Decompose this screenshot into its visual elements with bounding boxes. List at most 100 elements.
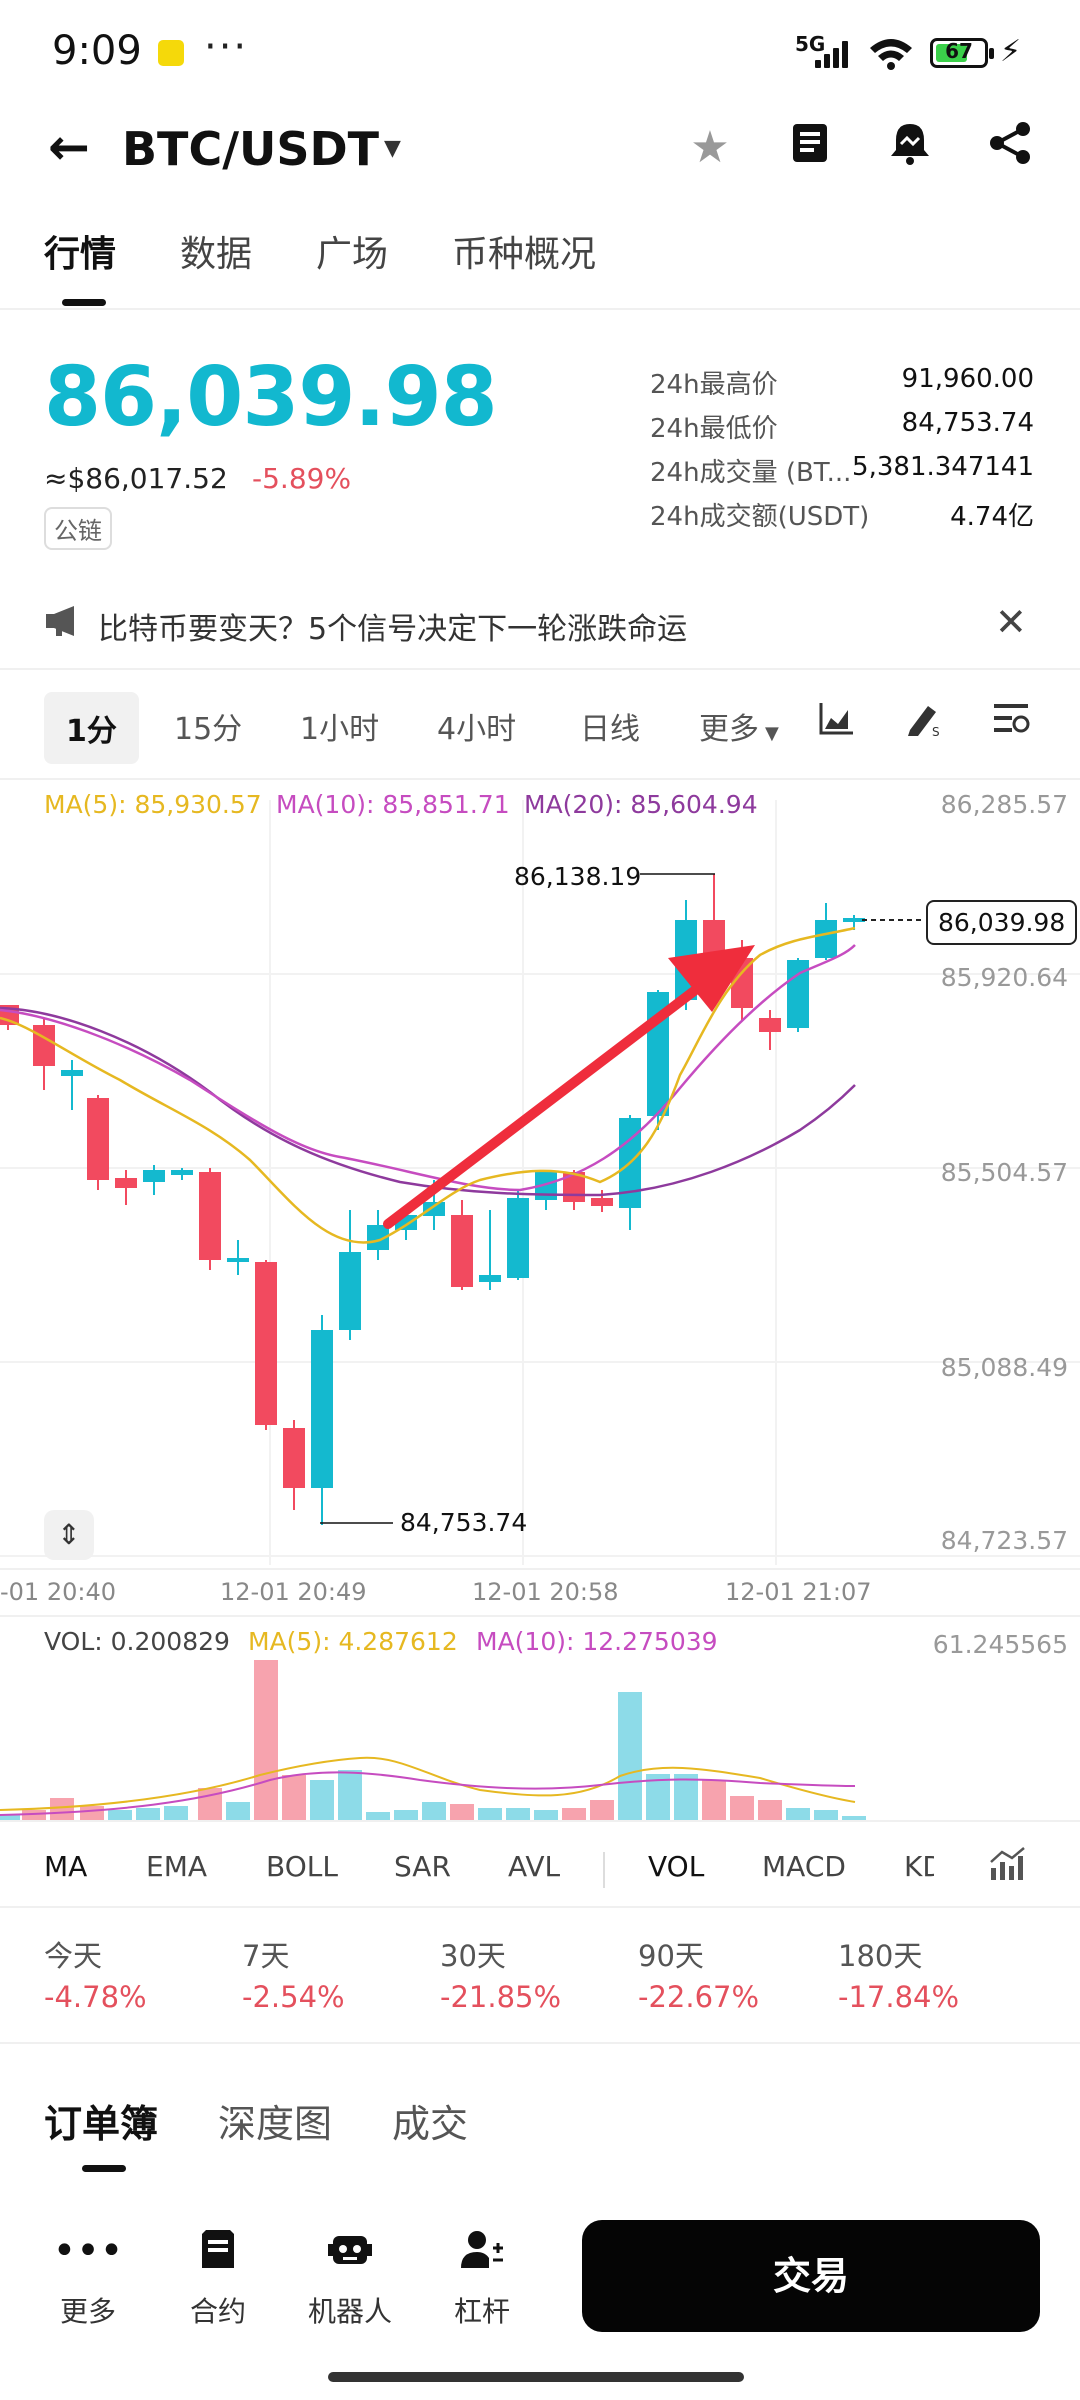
candle-body xyxy=(143,1170,165,1182)
ma20-legend: MA(20): 85,604.94 xyxy=(524,790,758,819)
candle-body xyxy=(311,1330,333,1488)
grid xyxy=(0,800,1080,1565)
candle-body xyxy=(199,1172,221,1260)
timeframe-1h[interactable]: 1小时 xyxy=(300,712,380,747)
time-axis-label: 12-01 20:58 xyxy=(472,1578,619,1606)
indicator-separator xyxy=(603,1852,605,1888)
chart-settings-icon[interactable] xyxy=(992,700,1030,745)
share-icon[interactable] xyxy=(982,120,1038,176)
candle xyxy=(61,1060,83,1110)
volume-bar xyxy=(422,1802,446,1820)
volume-bar xyxy=(80,1806,104,1820)
candle-body xyxy=(535,1172,557,1200)
indicator-ema[interactable]: EMA xyxy=(146,1850,208,1883)
resize-chart-icon[interactable]: ⇕ xyxy=(44,1510,94,1560)
timeframe-15m[interactable]: 15分 xyxy=(174,712,243,747)
candle xyxy=(451,1200,473,1290)
volume-bar xyxy=(22,1810,46,1820)
tab-order-book[interactable]: 订单簿 xyxy=(44,2102,159,2146)
tab-data[interactable]: 数据 xyxy=(180,234,253,275)
tab-depth-chart[interactable]: 深度图 xyxy=(218,2102,333,2146)
indicator-kd[interactable]: KD xyxy=(904,1850,934,1883)
volume-bar xyxy=(590,1800,614,1820)
ma5-line xyxy=(0,926,856,1244)
nav-label-more[interactable]: 更多 xyxy=(59,2295,116,2328)
volume-bar xyxy=(50,1798,74,1820)
trade-button[interactable]: 交易 xyxy=(582,2220,1040,2332)
indicator-ma[interactable]: MA xyxy=(44,1850,88,1883)
indicator-boll[interactable]: BOLL xyxy=(266,1850,338,1883)
candle-body xyxy=(339,1252,361,1330)
draw-tool-icon[interactable]: S xyxy=(904,700,944,747)
volume-bar xyxy=(702,1780,726,1820)
volume-bar xyxy=(786,1808,810,1820)
candle xyxy=(115,1170,137,1205)
star-icon[interactable]: ★ xyxy=(690,122,730,173)
active-tab-indicator xyxy=(82,2165,126,2172)
wifi-icon xyxy=(868,36,914,79)
volume-bar xyxy=(506,1808,530,1820)
indicator-avl[interactable]: AVL xyxy=(508,1850,561,1883)
area-chart-icon[interactable] xyxy=(818,700,856,745)
tab-coin-overview[interactable]: 币种概况 xyxy=(452,234,597,275)
nav-label-contract[interactable]: 合约 xyxy=(189,2295,246,2328)
leverage-icon[interactable] xyxy=(442,2228,522,2280)
tab-trades[interactable]: 成交 xyxy=(392,2102,469,2146)
candle-body xyxy=(171,1170,193,1175)
book-icon[interactable] xyxy=(782,120,838,176)
indicator-vol[interactable]: VOL xyxy=(648,1850,705,1883)
divider xyxy=(0,308,1080,310)
ma5-legend: MA(5): 85,930.57 xyxy=(44,790,262,819)
network-type: 5G xyxy=(795,32,826,56)
nav-label-leverage[interactable]: 杠杆 xyxy=(453,2295,510,2328)
pair-title[interactable]: BTC/USDT xyxy=(122,122,380,176)
candle xyxy=(507,1190,529,1280)
charging-icon: ⚡ xyxy=(1000,34,1022,69)
back-arrow-icon[interactable]: ← xyxy=(48,118,90,176)
volume-bar xyxy=(164,1806,188,1820)
timeframe-more[interactable]: 更多 ▼ xyxy=(699,704,779,748)
candle-body xyxy=(115,1178,137,1188)
y-axis-label: 85,504.57 xyxy=(940,1158,1068,1187)
bell-icon[interactable] xyxy=(882,120,938,176)
volume-bar xyxy=(534,1810,558,1820)
candlestick-chart[interactable] xyxy=(0,770,1080,1650)
chain-badge[interactable]: 公链 xyxy=(44,507,112,550)
vol-max-label: 61.245565 xyxy=(932,1630,1068,1659)
candle-body xyxy=(33,1025,55,1066)
indicator-settings-icon[interactable] xyxy=(988,1846,1026,1886)
markers xyxy=(320,873,922,1524)
tab-market[interactable]: 行情 xyxy=(44,234,117,275)
tab-square[interactable]: 广场 xyxy=(316,234,389,275)
timeframe-1m[interactable]: 1分 xyxy=(44,692,139,764)
volume-bar xyxy=(814,1810,838,1820)
time-axis-label: 12-01 21:07 xyxy=(725,1578,872,1606)
more-icon[interactable]: ••• xyxy=(52,2228,124,2274)
status-time: 9:09 xyxy=(52,28,142,74)
ma10-line xyxy=(0,944,856,1192)
active-tab-indicator xyxy=(62,299,106,306)
close-icon[interactable]: ✕ xyxy=(995,600,1027,644)
last-price: 86,039.98 xyxy=(44,350,498,445)
announcement-text[interactable]: 比特币要变天？5个信号决定下一轮涨跌命运 xyxy=(98,612,688,647)
y-axis-label: 84,723.57 xyxy=(940,1526,1068,1555)
robot-icon[interactable] xyxy=(310,2228,390,2280)
caret-down-icon[interactable]: ▼ xyxy=(384,136,401,161)
candle xyxy=(759,1010,781,1050)
candle xyxy=(283,1420,305,1510)
candle xyxy=(339,1210,361,1340)
volume-bar xyxy=(674,1774,698,1820)
candle-body xyxy=(227,1258,249,1262)
period-label-7d: 7天 xyxy=(242,1939,290,1973)
nav-label-robot[interactable]: 机器人 xyxy=(307,2295,392,2328)
divider xyxy=(0,1615,1080,1617)
indicator-sar[interactable]: SAR xyxy=(394,1850,451,1883)
timeframe-4h[interactable]: 4小时 xyxy=(437,712,517,747)
candle xyxy=(33,1018,55,1090)
contract-icon[interactable] xyxy=(178,2228,258,2280)
vol-legend: VOL: 0.200829 xyxy=(44,1627,230,1656)
timeframe-daily[interactable]: 日线 xyxy=(580,712,640,747)
period-value-today: -4.78% xyxy=(44,1980,147,2014)
period-value-180d: -17.84% xyxy=(838,1980,960,2014)
indicator-macd[interactable]: MACD xyxy=(762,1850,846,1883)
